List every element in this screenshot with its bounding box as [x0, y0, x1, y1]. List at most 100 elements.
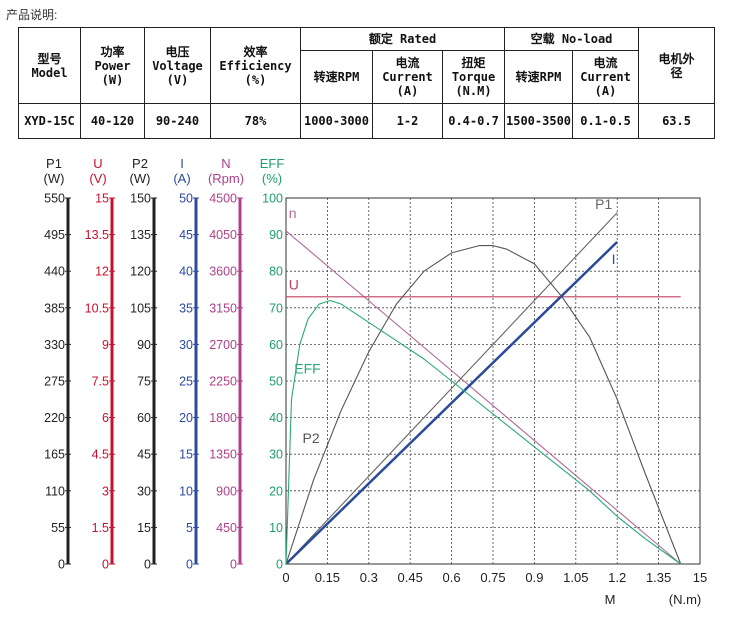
header-motor-diameter: 电机外 径 — [638, 27, 716, 104]
header-model: 型号 Model — [18, 27, 81, 104]
header-efficiency: 效率 Efficiency (%) — [210, 27, 301, 104]
y-tick-label: 6 — [102, 411, 109, 425]
y-tick-label: 7.5 — [92, 375, 109, 389]
y-tick-label: 220 — [44, 411, 65, 425]
x-tick-label: 0.9 — [525, 570, 543, 585]
axis-title-eff: EFF — [260, 156, 285, 171]
y-tick-label: 100 — [262, 192, 283, 206]
x-tick-label: 0 — [282, 570, 289, 585]
axis-unit-p1: (W) — [44, 171, 65, 186]
series-n-line — [285, 230, 682, 565]
axis-title-i: I — [180, 156, 184, 171]
y-tick-label: 0 — [230, 558, 237, 572]
y-tick-label: 45 — [137, 448, 151, 462]
y-tick-label: 1800 — [209, 411, 237, 425]
x-tick-label: 0.3 — [360, 570, 378, 585]
y-tick-label: 10 — [269, 521, 283, 535]
y-tick-label: 9 — [102, 338, 109, 352]
header-power: 功率 Power (W) — [80, 27, 145, 104]
y-tick-label: 385 — [44, 301, 65, 315]
series-eff-line — [285, 299, 682, 565]
y-tick-label: 1350 — [209, 448, 237, 462]
y-tick-label: 0 — [58, 558, 65, 572]
y-tick-label: 15 — [95, 192, 109, 206]
y-tick-label: 440 — [44, 265, 65, 279]
cell-rated-rpm: 1000-3000 — [300, 103, 373, 139]
y-tick-label: 4050 — [209, 228, 237, 242]
header-voltage: 电压 Voltage (V) — [144, 27, 211, 104]
y-tick-label: 40 — [269, 411, 283, 425]
y-tick-label: 10 — [179, 484, 193, 498]
y-tick-label: 105 — [130, 301, 151, 315]
cell-model: XYD-15C — [18, 103, 81, 139]
x-tick-label: 15 — [693, 570, 707, 585]
cell-voltage: 90-240 — [144, 103, 211, 139]
y-tick-label: 165 — [44, 448, 65, 462]
y-tick-label: 110 — [45, 484, 65, 498]
y-tick-label: 3 — [102, 484, 109, 498]
y-tick-label: 900 — [216, 484, 237, 498]
axis-unit-eff: (%) — [262, 171, 282, 186]
y-tick-label: 120 — [130, 265, 151, 279]
y-tick-label: 275 — [44, 375, 65, 389]
cell-power: 40-120 — [80, 103, 145, 139]
y-tick-label: 0 — [276, 558, 283, 572]
axis-unit-n: (Rpm) — [208, 171, 244, 186]
header-rated-current: 电流 Current (A) — [372, 50, 443, 104]
x-tick-label: 0.15 — [315, 570, 340, 585]
y-tick-label: 60 — [269, 338, 283, 352]
axis-title-n: N — [221, 156, 230, 171]
y-tick-label: 2250 — [209, 375, 237, 389]
x-axis-unit: (N.m) — [669, 592, 702, 607]
cell-noload-rpm: 1500-3500 — [504, 103, 574, 139]
header-noload: 空载 No-load — [504, 27, 640, 51]
x-tick-label: 1.35 — [646, 570, 671, 585]
y-tick-label: 330 — [44, 338, 65, 352]
y-tick-label: 80 — [269, 265, 283, 279]
table-row: XYD-15C 40-120 90-240 78% 1000-3000 1-2 … — [18, 103, 716, 139]
y-tick-label: 0 — [144, 558, 151, 572]
y-tick-label: 50 — [179, 192, 193, 206]
y-tick-label: 60 — [137, 411, 151, 425]
y-tick-label: 25 — [179, 375, 193, 389]
curve-label-u: U — [289, 277, 299, 293]
cell-noload-current: 0.1-0.5 — [572, 103, 640, 139]
x-tick-label: 0.45 — [398, 570, 423, 585]
y-tick-label: 40 — [179, 265, 193, 279]
y-tick-label: 20 — [179, 411, 193, 425]
y-tick-label: 4500 — [209, 192, 237, 206]
curve-label-p1: P1 — [595, 196, 612, 212]
y-tick-label: 12 — [95, 265, 109, 279]
series-p1-line — [285, 212, 618, 565]
x-tick-label: 1.05 — [563, 570, 588, 585]
y-tick-label: 495 — [44, 228, 65, 242]
axis-title-p2: P2 — [132, 156, 148, 171]
y-tick-label: 50 — [269, 375, 283, 389]
cell-rated-torque: 0.4-0.7 — [441, 103, 506, 139]
y-tick-label: 3150 — [209, 301, 237, 315]
y-tick-label: 20 — [269, 484, 283, 498]
y-tick-label: 90 — [137, 338, 151, 352]
y-tick-label: 4.5 — [92, 448, 109, 462]
y-tick-label: 15 — [179, 448, 193, 462]
y-tick-label: 13.5 — [85, 228, 109, 242]
header-rated-torque: 扭矩 Torque (N.M) — [441, 50, 506, 104]
curve-label-p2: P2 — [303, 430, 320, 446]
y-tick-label: 30 — [269, 448, 283, 462]
cell-rated-current: 1-2 — [372, 103, 443, 139]
y-tick-label: 1.5 — [92, 521, 109, 535]
intro-label: 产品说明: — [6, 8, 58, 22]
header-noload-current: 电流 Current (A) — [572, 50, 640, 104]
y-tick-label: 135 — [130, 228, 151, 242]
y-tick-label: 55 — [51, 521, 65, 535]
x-tick-label: 0.75 — [480, 570, 505, 585]
y-tick-label: 450 — [216, 521, 237, 535]
y-tick-label: 15 — [137, 521, 151, 535]
plot-area — [285, 197, 701, 565]
spec-table: 型号 Model 功率 Power (W) 电压 Voltage (V) 效率 … — [18, 27, 716, 139]
y-tick-label: 550 — [44, 192, 65, 206]
header-rated-rpm: 转速RPM — [300, 50, 373, 104]
y-tick-label: 2700 — [209, 338, 237, 352]
series-p2-line — [285, 245, 682, 565]
y-tick-label: 30 — [179, 338, 193, 352]
